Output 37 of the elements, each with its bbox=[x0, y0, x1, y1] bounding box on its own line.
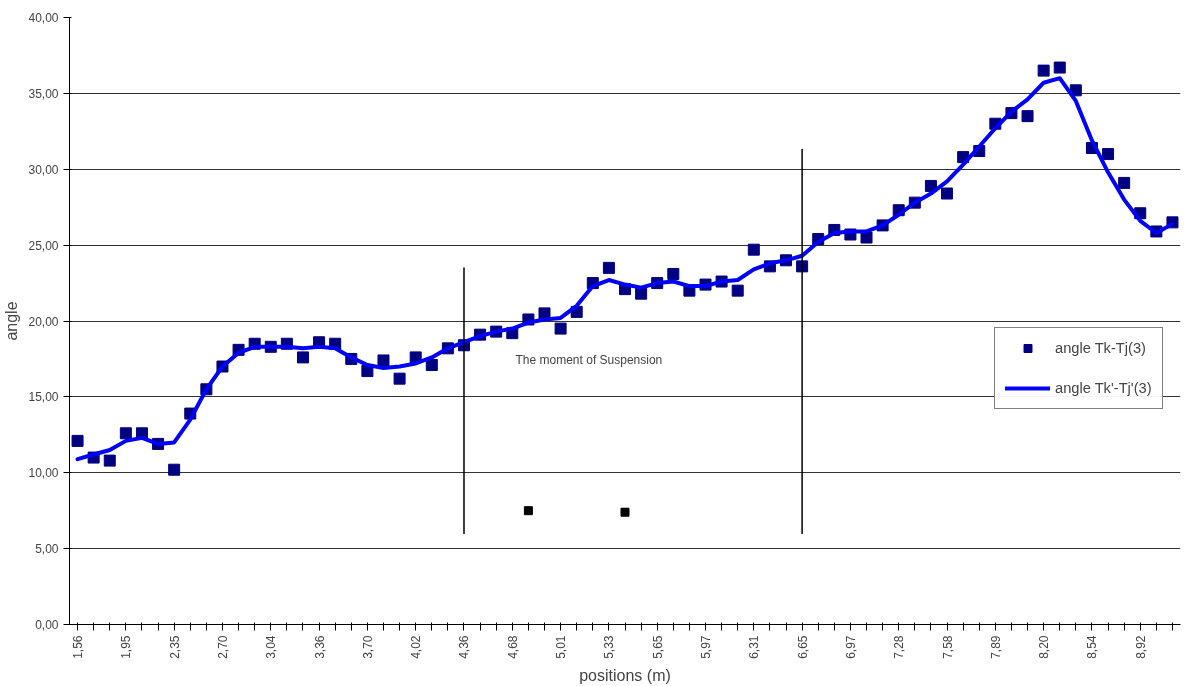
x-tick-label: 5,01 bbox=[554, 635, 569, 659]
x-tick-label: 1,95 bbox=[119, 635, 134, 659]
x-tick-label: 3,04 bbox=[264, 635, 279, 659]
y-tick-label: 15,00 bbox=[28, 390, 59, 405]
x-tick-label: 5,97 bbox=[699, 635, 714, 659]
x-tick-label: 2,35 bbox=[167, 635, 182, 659]
x-tick-label: 2,70 bbox=[215, 635, 230, 659]
x-tick-label: 8,20 bbox=[1037, 635, 1052, 659]
legend-label: angle Tk'-Tj'(3) bbox=[1055, 380, 1152, 396]
x-tick-label: 1,56 bbox=[71, 635, 86, 659]
y-tick-label: 5,00 bbox=[35, 542, 59, 557]
y-tick-label: 0,00 bbox=[35, 618, 59, 632]
x-tick-label: 7,89 bbox=[988, 635, 1003, 659]
y-tick-label: 10,00 bbox=[28, 466, 59, 481]
x-tick-label: 6,31 bbox=[747, 635, 762, 659]
x-tick-label: 5,65 bbox=[650, 635, 665, 659]
x-tick-label: 4,02 bbox=[409, 635, 424, 659]
annotation: The moment of Suspension bbox=[515, 352, 663, 367]
legend-label: angle Tk-Tj(3) bbox=[1055, 340, 1146, 356]
x-axis-title: positions (m) bbox=[579, 666, 671, 684]
x-tick-label: 7,28 bbox=[892, 635, 907, 659]
x-tick-label: 5,33 bbox=[602, 635, 617, 659]
x-tick-label: 6,97 bbox=[843, 635, 858, 659]
x-tick-label: 4,36 bbox=[457, 635, 472, 659]
x-tick-label: 3,70 bbox=[360, 635, 375, 659]
x-tick-label: 3,36 bbox=[312, 635, 327, 659]
x-tick-label: 8,54 bbox=[1085, 635, 1100, 659]
x-tick-label: 4,68 bbox=[505, 635, 520, 659]
y-tick-label: 35,00 bbox=[28, 86, 59, 101]
y-tick-label: 30,00 bbox=[28, 162, 59, 177]
x-tick-label: 8,92 bbox=[1133, 635, 1148, 659]
x-tick-label: 7,58 bbox=[940, 635, 955, 659]
x-tick-label: 6,65 bbox=[795, 635, 810, 659]
y-tick-label: 25,00 bbox=[28, 238, 59, 253]
y-axis-title: angle bbox=[3, 301, 21, 341]
y-tick-label: 20,00 bbox=[28, 314, 59, 329]
y-tick-label: 40,00 bbox=[28, 11, 59, 25]
